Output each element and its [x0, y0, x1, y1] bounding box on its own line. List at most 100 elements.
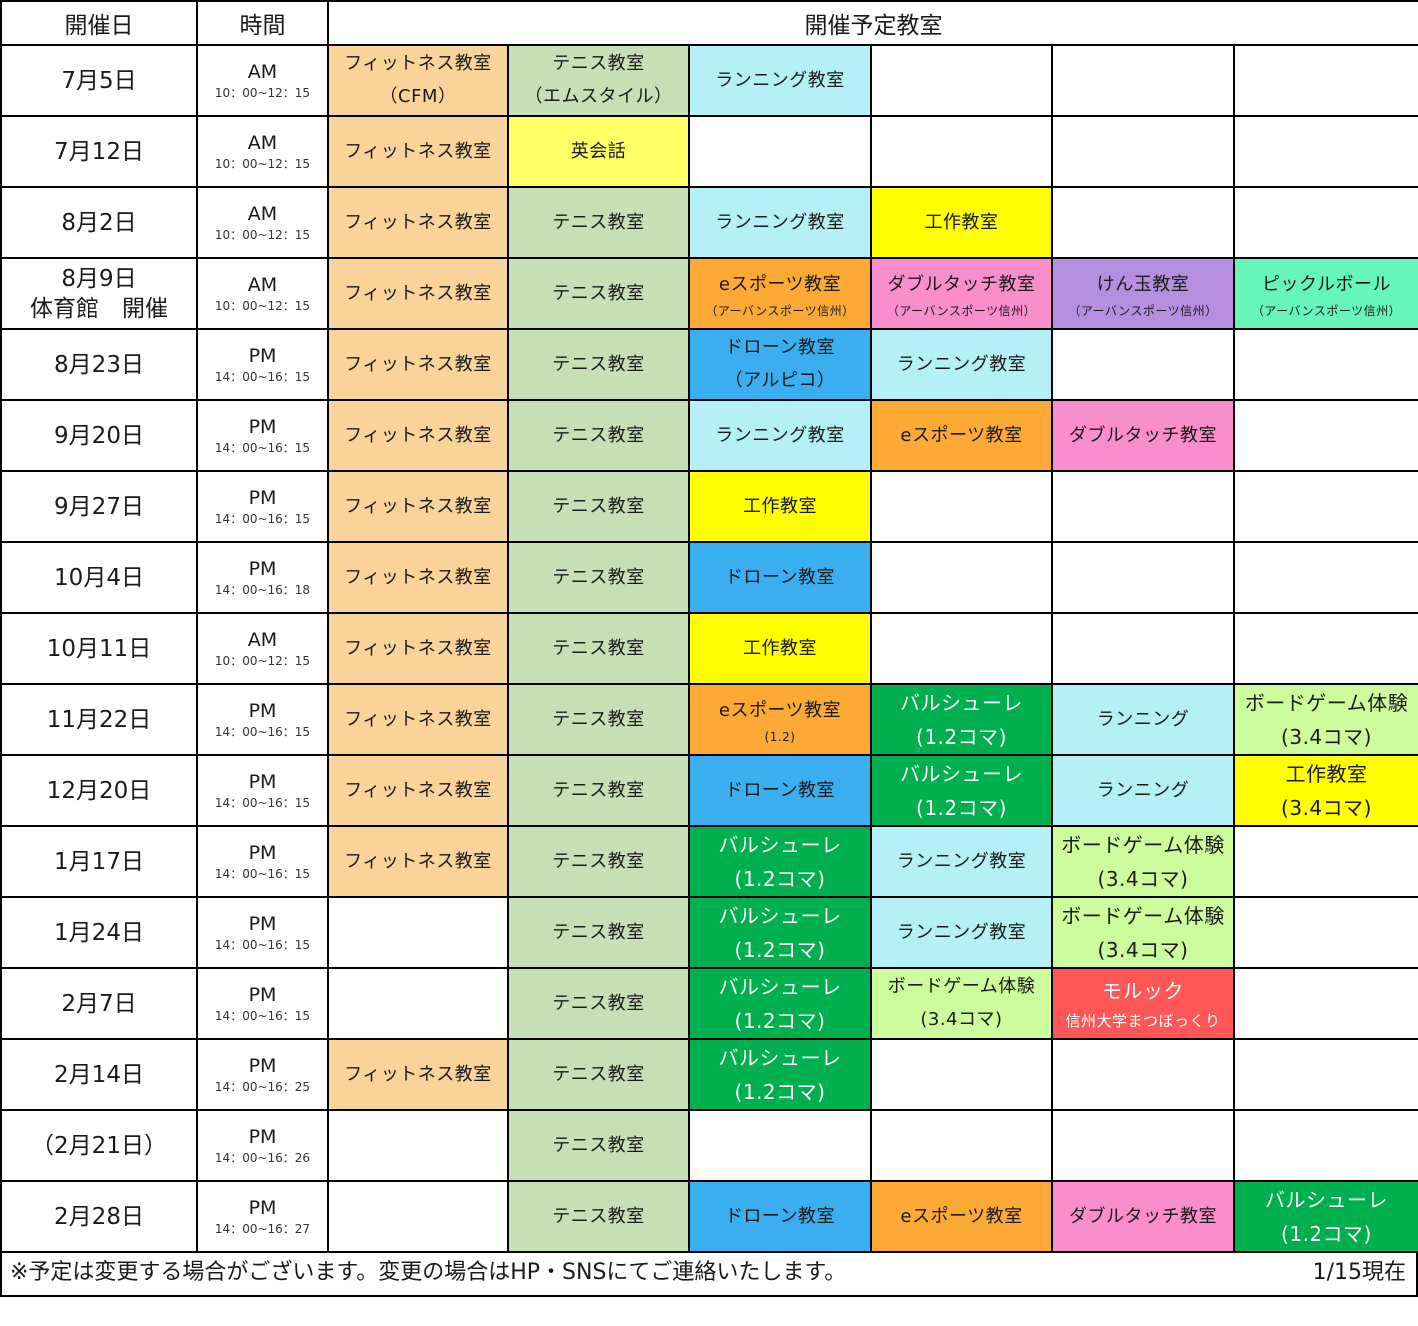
empty-cell — [327, 1180, 509, 1253]
date-label: 2月7日 — [61, 990, 137, 1017]
class-name: テニス教室 — [552, 1063, 645, 1085]
hours-label: 14：00~16：15 — [214, 369, 311, 384]
class-name: 英会話 — [570, 140, 627, 162]
class-cell: ダブルタッチ教室 （アーバンスポーツ信州） — [870, 257, 1053, 330]
time-cell: PM 14：00~16：15 — [196, 328, 329, 401]
class-cell: ボードゲーム体験 (3.4コマ) — [870, 967, 1053, 1040]
empty-cell — [870, 115, 1053, 188]
time-cell: AM 10：00~12：15 — [196, 257, 329, 330]
schedule-table: 開催日 時間 開催予定教室 7月5日 AM 10：00~12：15 フィットネス教室 （… — [0, 0, 1418, 1253]
table-row: （2月21日） PM 14：00~16：26 テニス教室 — [0, 1109, 1418, 1182]
hours-label: 14：00~16：15 — [214, 511, 311, 526]
class-name: ドローン教室 — [724, 779, 836, 801]
empty-cell — [1051, 115, 1235, 188]
date-cell: 8月23日 — [0, 328, 198, 401]
class-detail: （アルピコ） — [724, 369, 836, 391]
date-cell: 2月14日 — [0, 1038, 198, 1111]
class-cell: テニス教室 — [507, 683, 690, 756]
am-pm-label: AM — [247, 273, 278, 296]
date-label: 10月11日 — [46, 635, 152, 662]
class-detail: (3.4コマ) — [920, 1008, 1003, 1030]
empty-cell — [1232, 967, 1418, 1040]
class-name: モルック — [1102, 978, 1184, 1003]
class-cell: フィットネス教室 — [327, 683, 509, 756]
class-cell: 工作教室 — [688, 470, 872, 543]
class-cell: テニス教室 （エムスタイル） — [507, 44, 690, 117]
class-name: テニス教室 — [552, 779, 645, 801]
class-cell: バルシューレ (1.2コマ) — [870, 683, 1053, 756]
am-pm-label: PM — [248, 1125, 277, 1148]
class-cell: テニス教室 — [507, 754, 690, 827]
empty-cell — [870, 541, 1053, 614]
header-time: 時間 — [196, 0, 329, 46]
date-cell: 11月22日 — [0, 683, 198, 756]
hours-label: 14：00~16：25 — [214, 1079, 311, 1094]
class-cell: 工作教室 — [688, 612, 872, 685]
class-name: テニス教室 — [552, 708, 645, 730]
empty-cell — [1232, 1038, 1418, 1111]
class-name: テニス教室 — [552, 495, 645, 517]
class-detail: (1.2コマ) — [734, 1079, 826, 1104]
class-name: ランニング — [1096, 779, 1190, 801]
class-cell: フィットネス教室 — [327, 399, 509, 472]
class-cell: ダブルタッチ教室 — [1051, 399, 1235, 472]
class-detail: (3.4コマ) — [1097, 937, 1189, 962]
empty-cell — [1232, 541, 1418, 614]
am-pm-label: PM — [248, 1054, 277, 1077]
time-cell: AM 10：00~12：15 — [196, 612, 329, 685]
date-cell: 10月11日 — [0, 612, 198, 685]
class-cell: ドローン教室 — [688, 1180, 872, 1253]
date-label: 11月22日 — [46, 706, 152, 733]
class-cell: フィットネス教室 — [327, 612, 509, 685]
class-cell: ドローン教室 （アルピコ） — [688, 328, 872, 401]
class-name: バルシューレ — [718, 974, 842, 999]
class-detail: (1.2コマ) — [734, 1008, 826, 1033]
class-cell: バルシューレ (1.2コマ) — [688, 825, 872, 898]
class-name: ランニング教室 — [896, 921, 1027, 943]
empty-cell — [1232, 44, 1418, 117]
date-label: 8月23日 — [54, 351, 144, 378]
am-pm-label: PM — [248, 344, 277, 367]
header-row: 開催日 時間 開催予定教室 — [0, 0, 1418, 46]
empty-cell — [870, 1038, 1053, 1111]
class-cell: ランニング教室 — [688, 44, 872, 117]
time-cell: PM 14：00~16：15 — [196, 896, 329, 969]
class-cell: ランニング — [1051, 683, 1235, 756]
class-name: フィットネス教室 — [344, 140, 492, 162]
class-name: テニス教室 — [552, 637, 645, 659]
class-name: フィットネス教室 — [344, 495, 492, 517]
class-cell: テニス教室 — [507, 896, 690, 969]
hours-label: 14：00~16：15 — [214, 937, 311, 952]
table-row: 11月22日 PM 14：00~16：15 フィットネス教室 テニス教室 eスポーツ教室 (… — [0, 683, 1418, 756]
class-name: フィットネス教室 — [344, 637, 492, 659]
class-detail: (3.4コマ) — [1281, 724, 1372, 749]
date-cell: 9月27日 — [0, 470, 198, 543]
table-row: 9月27日 PM 14：00~16：15 フィットネス教室 テニス教室 工作教室 — [0, 470, 1418, 543]
empty-cell — [1232, 399, 1418, 472]
date-cell: 12月20日 — [0, 754, 198, 827]
class-name: テニス教室 — [552, 566, 645, 588]
class-cell: ドローン教室 — [688, 754, 872, 827]
empty-cell — [1232, 186, 1418, 259]
time-cell: PM 14：00~16：18 — [196, 541, 329, 614]
class-cell: テニス教室 — [507, 825, 690, 898]
date-label: 12月20日 — [46, 777, 152, 804]
class-cell: ボードゲーム体験 (3.4コマ) — [1051, 825, 1235, 898]
table-row: 9月20日 PM 14：00~16：15 フィットネス教室 テニス教室 ランニング教室 eス… — [0, 399, 1418, 472]
hours-label: 10：00~12：15 — [214, 156, 311, 171]
am-pm-label: PM — [248, 415, 277, 438]
class-cell: バルシューレ (1.2コマ) — [870, 754, 1053, 827]
class-name: eスポーツ教室 — [718, 699, 842, 721]
date-cell: 1月24日 — [0, 896, 198, 969]
class-name: バルシューレ — [900, 761, 1023, 786]
class-cell: ランニング教室 — [870, 328, 1053, 401]
table-row: 8月9日 体育館 開催 AM 10：00~12：15 フィットネス教室 テニス教室 eスポー… — [0, 257, 1418, 330]
table-row: 1月24日 PM 14：00~16：15 テニス教室 バルシューレ (1.2コマ) ランニン… — [0, 896, 1418, 969]
table-row: 7月5日 AM 10：00~12：15 フィットネス教室 （CFM） テニス教室 （エムスタ… — [0, 44, 1418, 117]
time-cell: PM 14：00~16：27 — [196, 1180, 329, 1253]
class-name: フィットネス教室 — [344, 211, 492, 233]
date-label: 7月5日 — [61, 67, 137, 94]
date-cell: 2月28日 — [0, 1180, 198, 1253]
empty-cell — [870, 44, 1053, 117]
as-of-date: 1/15現在 — [1312, 1260, 1406, 1285]
